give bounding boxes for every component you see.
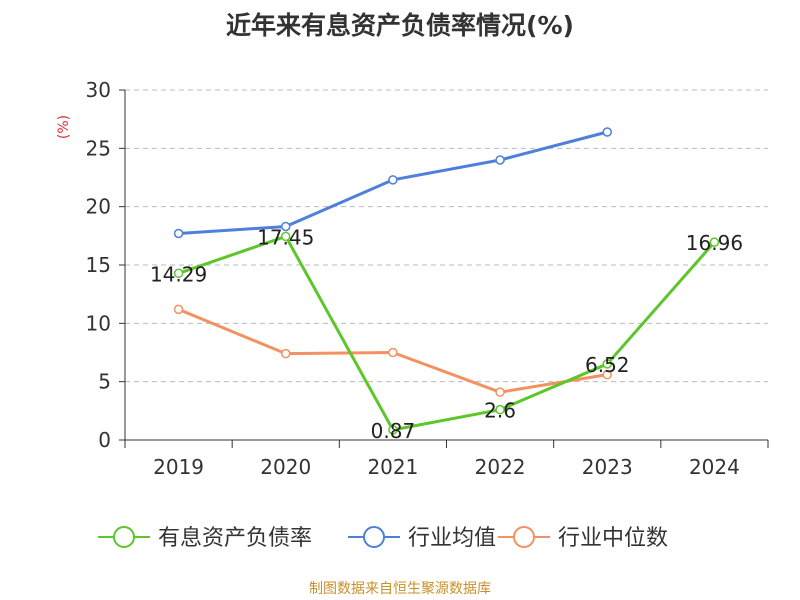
data-point <box>388 347 398 358</box>
x-tick-label: 2020 <box>260 455 311 479</box>
x-tick-label: 2021 <box>367 455 418 479</box>
data-label: 16.96 <box>686 231 743 255</box>
data-label: 2.6 <box>484 399 516 423</box>
y-tick-label: 10 <box>86 311 111 335</box>
data-point <box>602 359 612 369</box>
legend-marker <box>513 526 535 548</box>
data-point <box>495 404 505 415</box>
x-tick-label: 2019 <box>153 455 204 479</box>
y-tick-label: 20 <box>86 195 111 219</box>
data-source-note: 制图数据来自恒生聚源数据库 <box>309 581 491 597</box>
data-label: 14.29 <box>150 262 207 286</box>
data-point <box>173 268 184 279</box>
data-label: 0.87 <box>371 419 416 443</box>
legend-label: 行业中位数 <box>558 526 668 551</box>
y-axis-label: (%) <box>56 115 72 139</box>
data-point <box>281 221 291 232</box>
x-tick-label: 2023 <box>582 455 633 479</box>
data-point <box>173 304 184 315</box>
legend-label: 行业均值 <box>408 526 496 551</box>
data-point <box>173 228 184 239</box>
x-tick-label: 2022 <box>475 455 526 479</box>
data-point <box>602 369 612 380</box>
y-tick-label: 25 <box>86 136 111 160</box>
legend-marker <box>363 526 385 548</box>
x-tick-label: 2024 <box>689 455 740 479</box>
y-tick-label: 30 <box>86 78 111 102</box>
series-line <box>178 234 716 432</box>
data-point <box>281 348 291 359</box>
data-point <box>709 237 720 247</box>
data-point <box>388 425 398 435</box>
data-point <box>281 231 291 242</box>
data-label: 17.45 <box>257 225 314 249</box>
data-point <box>388 175 398 185</box>
data-label: 6.52 <box>585 353 630 377</box>
legend-label: 有息资产负债率 <box>158 526 312 551</box>
y-tick-label: 0 <box>98 428 111 452</box>
y-tick-label: 5 <box>98 370 111 394</box>
chart-title: 近年来有息资产负债率情况(%) <box>226 11 574 40</box>
data-point <box>602 127 612 137</box>
data-point <box>495 155 505 165</box>
legend-marker <box>113 526 135 548</box>
data-point <box>495 387 505 397</box>
y-tick-label: 15 <box>86 253 111 277</box>
